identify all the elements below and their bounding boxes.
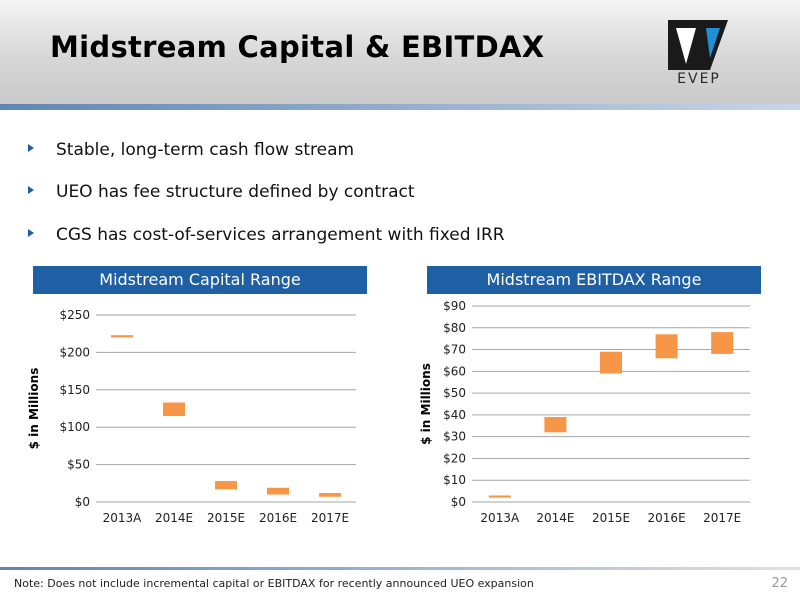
- range-bar: [655, 334, 678, 359]
- header-divider: [0, 104, 800, 110]
- range-bar: [267, 487, 289, 495]
- y-tick-label: $60: [443, 364, 466, 378]
- y-tick-label: $30: [443, 430, 466, 444]
- y-tick-label: $150: [59, 383, 90, 397]
- y-axis-label: $ in Millions: [27, 368, 41, 450]
- x-tick-label: 2015E: [207, 511, 245, 525]
- range-bar: [544, 417, 567, 433]
- y-tick-label: $200: [59, 345, 90, 359]
- evep-logo-icon: [668, 20, 728, 70]
- y-tick-label: $50: [67, 458, 90, 472]
- x-tick-label: 2017E: [311, 511, 349, 525]
- ebitdax-chart-title: Midstream EBITDAX Range: [427, 266, 761, 294]
- range-bar: [163, 402, 185, 416]
- y-tick-label: $70: [443, 343, 466, 357]
- bullet-text: CGS has cost-of-services arrangement wit…: [56, 225, 505, 245]
- x-tick-label: 2016E: [259, 511, 297, 525]
- x-tick-label: 2014E: [155, 511, 193, 525]
- bullet-text: Stable, long-term cash flow stream: [56, 140, 355, 160]
- range-bar: [711, 332, 734, 354]
- ebitdax-range-chart: $0 $10 $20 $30 $40 $50 $60 $70 $80 $90 $ in Millio…: [419, 299, 750, 525]
- y-tick-label: $50: [443, 386, 466, 400]
- bullet-arrow-icon: [28, 144, 34, 152]
- y-tick-label: $90: [443, 299, 466, 313]
- y-tick-label: $80: [443, 321, 466, 335]
- bullet-item: CGS has cost-of-services arrangement wit…: [28, 225, 505, 245]
- y-tick-label: $0: [451, 495, 466, 509]
- x-tick-label: 2013A: [103, 511, 143, 525]
- x-tick-label: 2016E: [648, 511, 686, 525]
- footnote: Note: Does not include incremental capit…: [14, 577, 534, 590]
- range-bar: [600, 351, 622, 374]
- x-tick-label: 2014E: [536, 511, 574, 525]
- range-bar: [488, 495, 511, 498]
- footer-divider: [0, 567, 800, 570]
- y-tick-label: $100: [59, 420, 90, 434]
- y-axis-label: $ in Millions: [419, 363, 433, 445]
- bullet-text: UEO has fee structure defined by contrac…: [56, 182, 415, 202]
- capital-chart-title: Midstream Capital Range: [33, 266, 367, 294]
- bullet-item: UEO has fee structure defined by contrac…: [28, 182, 415, 202]
- y-tick-label: $40: [443, 408, 466, 422]
- range-bar: [111, 335, 133, 338]
- x-tick-label: 2015E: [592, 511, 630, 525]
- header-band: [0, 0, 800, 104]
- y-tick-label: $20: [443, 451, 466, 465]
- y-tick-label: $250: [59, 308, 90, 322]
- page-title: Midstream Capital & EBITDAX: [50, 30, 545, 64]
- x-tick-label: 2013A: [480, 511, 520, 525]
- capital-range-chart: $0 $50 $100 $150 $200 $250 $ in Millions 2013A 2…: [27, 308, 356, 525]
- bullet-arrow-icon: [28, 229, 34, 237]
- logo-text: EVEP: [677, 71, 721, 87]
- bullet-item: Stable, long-term cash flow stream: [28, 140, 354, 160]
- y-tick-label: $10: [443, 473, 466, 487]
- y-tick-label: $0: [75, 495, 90, 509]
- page-number: 22: [771, 576, 788, 591]
- bullet-arrow-icon: [28, 186, 34, 194]
- range-bar: [215, 481, 237, 490]
- x-tick-label: 2017E: [703, 511, 741, 525]
- range-bar: [319, 493, 341, 497]
